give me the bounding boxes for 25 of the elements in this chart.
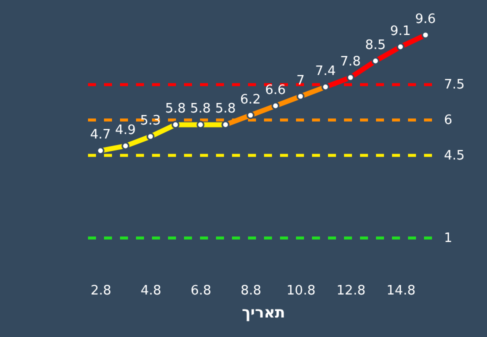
ref-line-label: 6 [444, 112, 452, 128]
x-tick-label: 4.8 [140, 284, 162, 298]
data-label: 6.2 [240, 92, 261, 108]
data-label: 4.7 [90, 128, 111, 143]
data-label: 4.9 [115, 122, 136, 138]
x-axis-title: תאריך [242, 304, 286, 322]
ref-line-label: 4.5 [444, 148, 465, 164]
data-label: 8.5 [365, 38, 386, 53]
ref-line-label: 1 [444, 231, 452, 246]
x-tick-label: 2.8 [90, 284, 112, 298]
x-tick-label: 10.8 [286, 284, 316, 298]
data-label: 6.6 [265, 82, 286, 98]
ref-line-label: 7.5 [444, 78, 465, 93]
data-label: 5.8 [215, 102, 236, 117]
data-label: 5.3 [140, 114, 161, 128]
x-tick-label: 14.8 [386, 284, 416, 298]
data-label: 5.8 [165, 102, 186, 117]
x-tick-label: 6.8 [190, 284, 212, 298]
data-label: 7.4 [315, 64, 336, 79]
data-label: 7.8 [340, 54, 361, 70]
x-tick-label: 8.8 [240, 284, 262, 298]
data-label: 9.1 [390, 24, 411, 39]
x-tick-label: 12.8 [336, 284, 366, 298]
data-label: 9.6 [415, 12, 436, 27]
data-label: 5.8 [190, 102, 211, 117]
